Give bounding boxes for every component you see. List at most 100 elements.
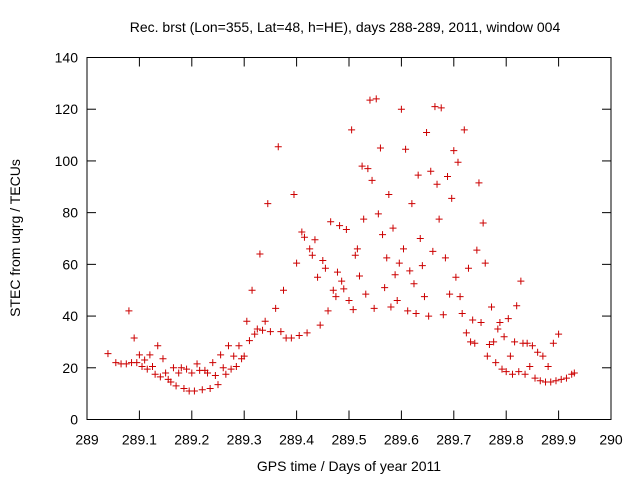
data-point (368, 176, 376, 184)
data-point (481, 259, 489, 267)
data-point (444, 172, 452, 180)
data-point (389, 224, 397, 232)
data-point (345, 297, 353, 305)
y-tick-label: 120 (55, 101, 79, 117)
y-tick-label: 60 (62, 256, 78, 272)
data-point (395, 259, 403, 267)
data-point (381, 284, 389, 292)
y-tick-label: 20 (62, 360, 78, 376)
x-axis: 289 289.1 289.2 289.3 289.4 289.5 289.6 289.7 28… (75, 57, 623, 448)
data-point (293, 259, 301, 267)
data-point (570, 369, 578, 377)
data-point (498, 365, 506, 373)
data-point (485, 341, 493, 349)
data-point (342, 225, 350, 233)
data-point (154, 342, 162, 350)
data-point (515, 368, 523, 376)
y-tick-label: 0 (70, 412, 78, 428)
data-point (557, 375, 565, 383)
data-point (504, 315, 512, 323)
data-point (183, 365, 191, 373)
data-point (206, 384, 214, 392)
data-point (230, 352, 238, 360)
data-point (248, 286, 256, 294)
data-point (433, 180, 441, 188)
data-point (295, 331, 303, 339)
data-point (235, 342, 243, 350)
data-point (332, 293, 340, 301)
data-point (562, 374, 570, 382)
plot-frame (86, 57, 612, 420)
data-point (408, 200, 416, 208)
data-point (544, 362, 552, 370)
data-point (336, 222, 344, 230)
data-point (156, 373, 164, 381)
data-point (496, 319, 504, 327)
data-point (130, 334, 138, 342)
data-point (353, 245, 361, 253)
data-point (338, 277, 346, 285)
data-point (464, 264, 472, 272)
data-point (358, 162, 366, 170)
data-point (135, 351, 143, 359)
data-point (385, 191, 393, 199)
data-point (379, 231, 387, 239)
data-point (298, 228, 306, 236)
data-point (324, 307, 332, 315)
data-point (429, 247, 437, 255)
data-point (399, 245, 407, 253)
x-tick-label: 289.4 (279, 432, 314, 448)
data-point (308, 251, 316, 259)
data-point (420, 293, 428, 301)
y-tick-label: 80 (62, 205, 78, 221)
data-point (122, 360, 130, 368)
x-tick-label: 289.5 (331, 432, 366, 448)
data-point (227, 365, 235, 373)
data-point (414, 171, 422, 179)
data-point (351, 251, 359, 259)
data-point (467, 338, 475, 346)
data-point (506, 352, 514, 360)
x-axis-label: GPS time / Days of year 2011 (257, 458, 441, 474)
x-tick-label: 289.2 (174, 432, 209, 448)
data-point (412, 309, 420, 317)
data-point (513, 302, 521, 310)
data-point (435, 215, 443, 223)
data-point (274, 143, 282, 151)
data-point (245, 337, 253, 345)
data-point (370, 304, 378, 312)
data-point (372, 95, 380, 103)
data-point (232, 362, 240, 370)
data-point (531, 374, 539, 382)
data-point (547, 378, 555, 386)
data-point (217, 351, 225, 359)
data-point (391, 271, 399, 279)
data-point (423, 128, 431, 136)
data-point (211, 372, 219, 380)
data-point (471, 339, 479, 347)
data-point (406, 267, 414, 275)
data-point (475, 179, 483, 187)
data-point (416, 235, 424, 242)
data-point (458, 309, 466, 317)
data-point (149, 362, 156, 370)
data-point (441, 254, 449, 262)
y-axis-label: STEC from uqrg / TECUs (7, 159, 23, 317)
data-point (188, 369, 196, 377)
data-point (214, 381, 222, 389)
data-point (355, 272, 363, 280)
data-point (523, 339, 531, 347)
data-point (549, 339, 557, 347)
data-point (198, 386, 206, 394)
y-tick-label: 40 (62, 308, 78, 324)
data-point (418, 262, 426, 270)
data-point (272, 304, 280, 312)
data-point (159, 355, 167, 363)
data-point (251, 330, 259, 338)
data-point (167, 378, 175, 386)
data-point (431, 103, 439, 111)
data-point (488, 303, 496, 311)
data-point (410, 280, 418, 288)
data-point (404, 307, 412, 315)
